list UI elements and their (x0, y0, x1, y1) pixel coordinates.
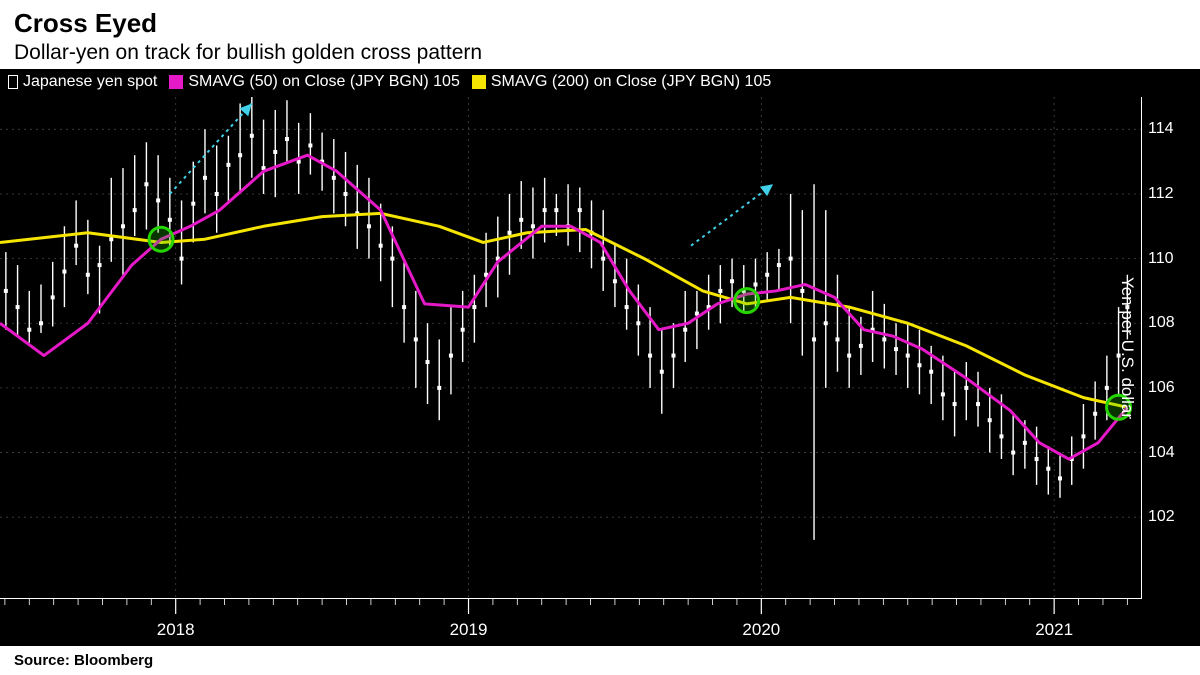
x-tick-label: 2020 (742, 620, 780, 640)
y-tick-label: 108 (1148, 314, 1175, 332)
legend: Japanese yen spot SMAVG (50) on Close (J… (8, 73, 771, 91)
x-tick-label: 2021 (1035, 620, 1073, 640)
candle-icon (8, 75, 18, 89)
plot-svg (0, 97, 1142, 598)
legend-label-sma200: SMAVG (200) on Close (JPY BGN) 105 (491, 73, 771, 91)
y-tick-label: 104 (1148, 444, 1175, 462)
y-tick-label: 110 (1148, 250, 1174, 268)
legend-label-candle: Japanese yen spot (23, 73, 157, 91)
x-tick-label: 2018 (157, 620, 195, 640)
chart-container: Cross Eyed Dollar-yen on track for bulli… (0, 0, 1200, 675)
line-swatch-sma50 (169, 75, 183, 89)
legend-item-sma200: SMAVG (200) on Close (JPY BGN) 105 (472, 73, 771, 91)
chart-area: Japanese yen spot SMAVG (50) on Close (J… (0, 69, 1200, 646)
x-axis: 2018 2019 2020 2021 (0, 598, 1142, 646)
y-tick-label: 114 (1148, 120, 1174, 138)
y-tick-label: 102 (1148, 508, 1175, 526)
y-axis-label: Yen per U.S. dollar (1117, 276, 1137, 418)
y-tick-label: 112 (1148, 185, 1174, 203)
legend-item-sma50: SMAVG (50) on Close (JPY BGN) 105 (169, 73, 460, 91)
chart-subtitle: Dollar-yen on track for bullish golden c… (14, 41, 1186, 65)
plot-area (0, 97, 1142, 598)
chart-title: Cross Eyed (14, 8, 1186, 39)
y-tick-label: 106 (1148, 379, 1175, 397)
legend-item-candle: Japanese yen spot (8, 73, 157, 91)
header: Cross Eyed Dollar-yen on track for bulli… (0, 0, 1200, 69)
y-axis: 102104106108110112114 Yen per U.S. dolla… (1142, 97, 1200, 598)
line-swatch-sma200 (472, 75, 486, 89)
x-tick-label: 2019 (450, 620, 488, 640)
footer-source: Source: Bloomberg (0, 646, 1200, 675)
legend-label-sma50: SMAVG (50) on Close (JPY BGN) 105 (188, 73, 460, 91)
